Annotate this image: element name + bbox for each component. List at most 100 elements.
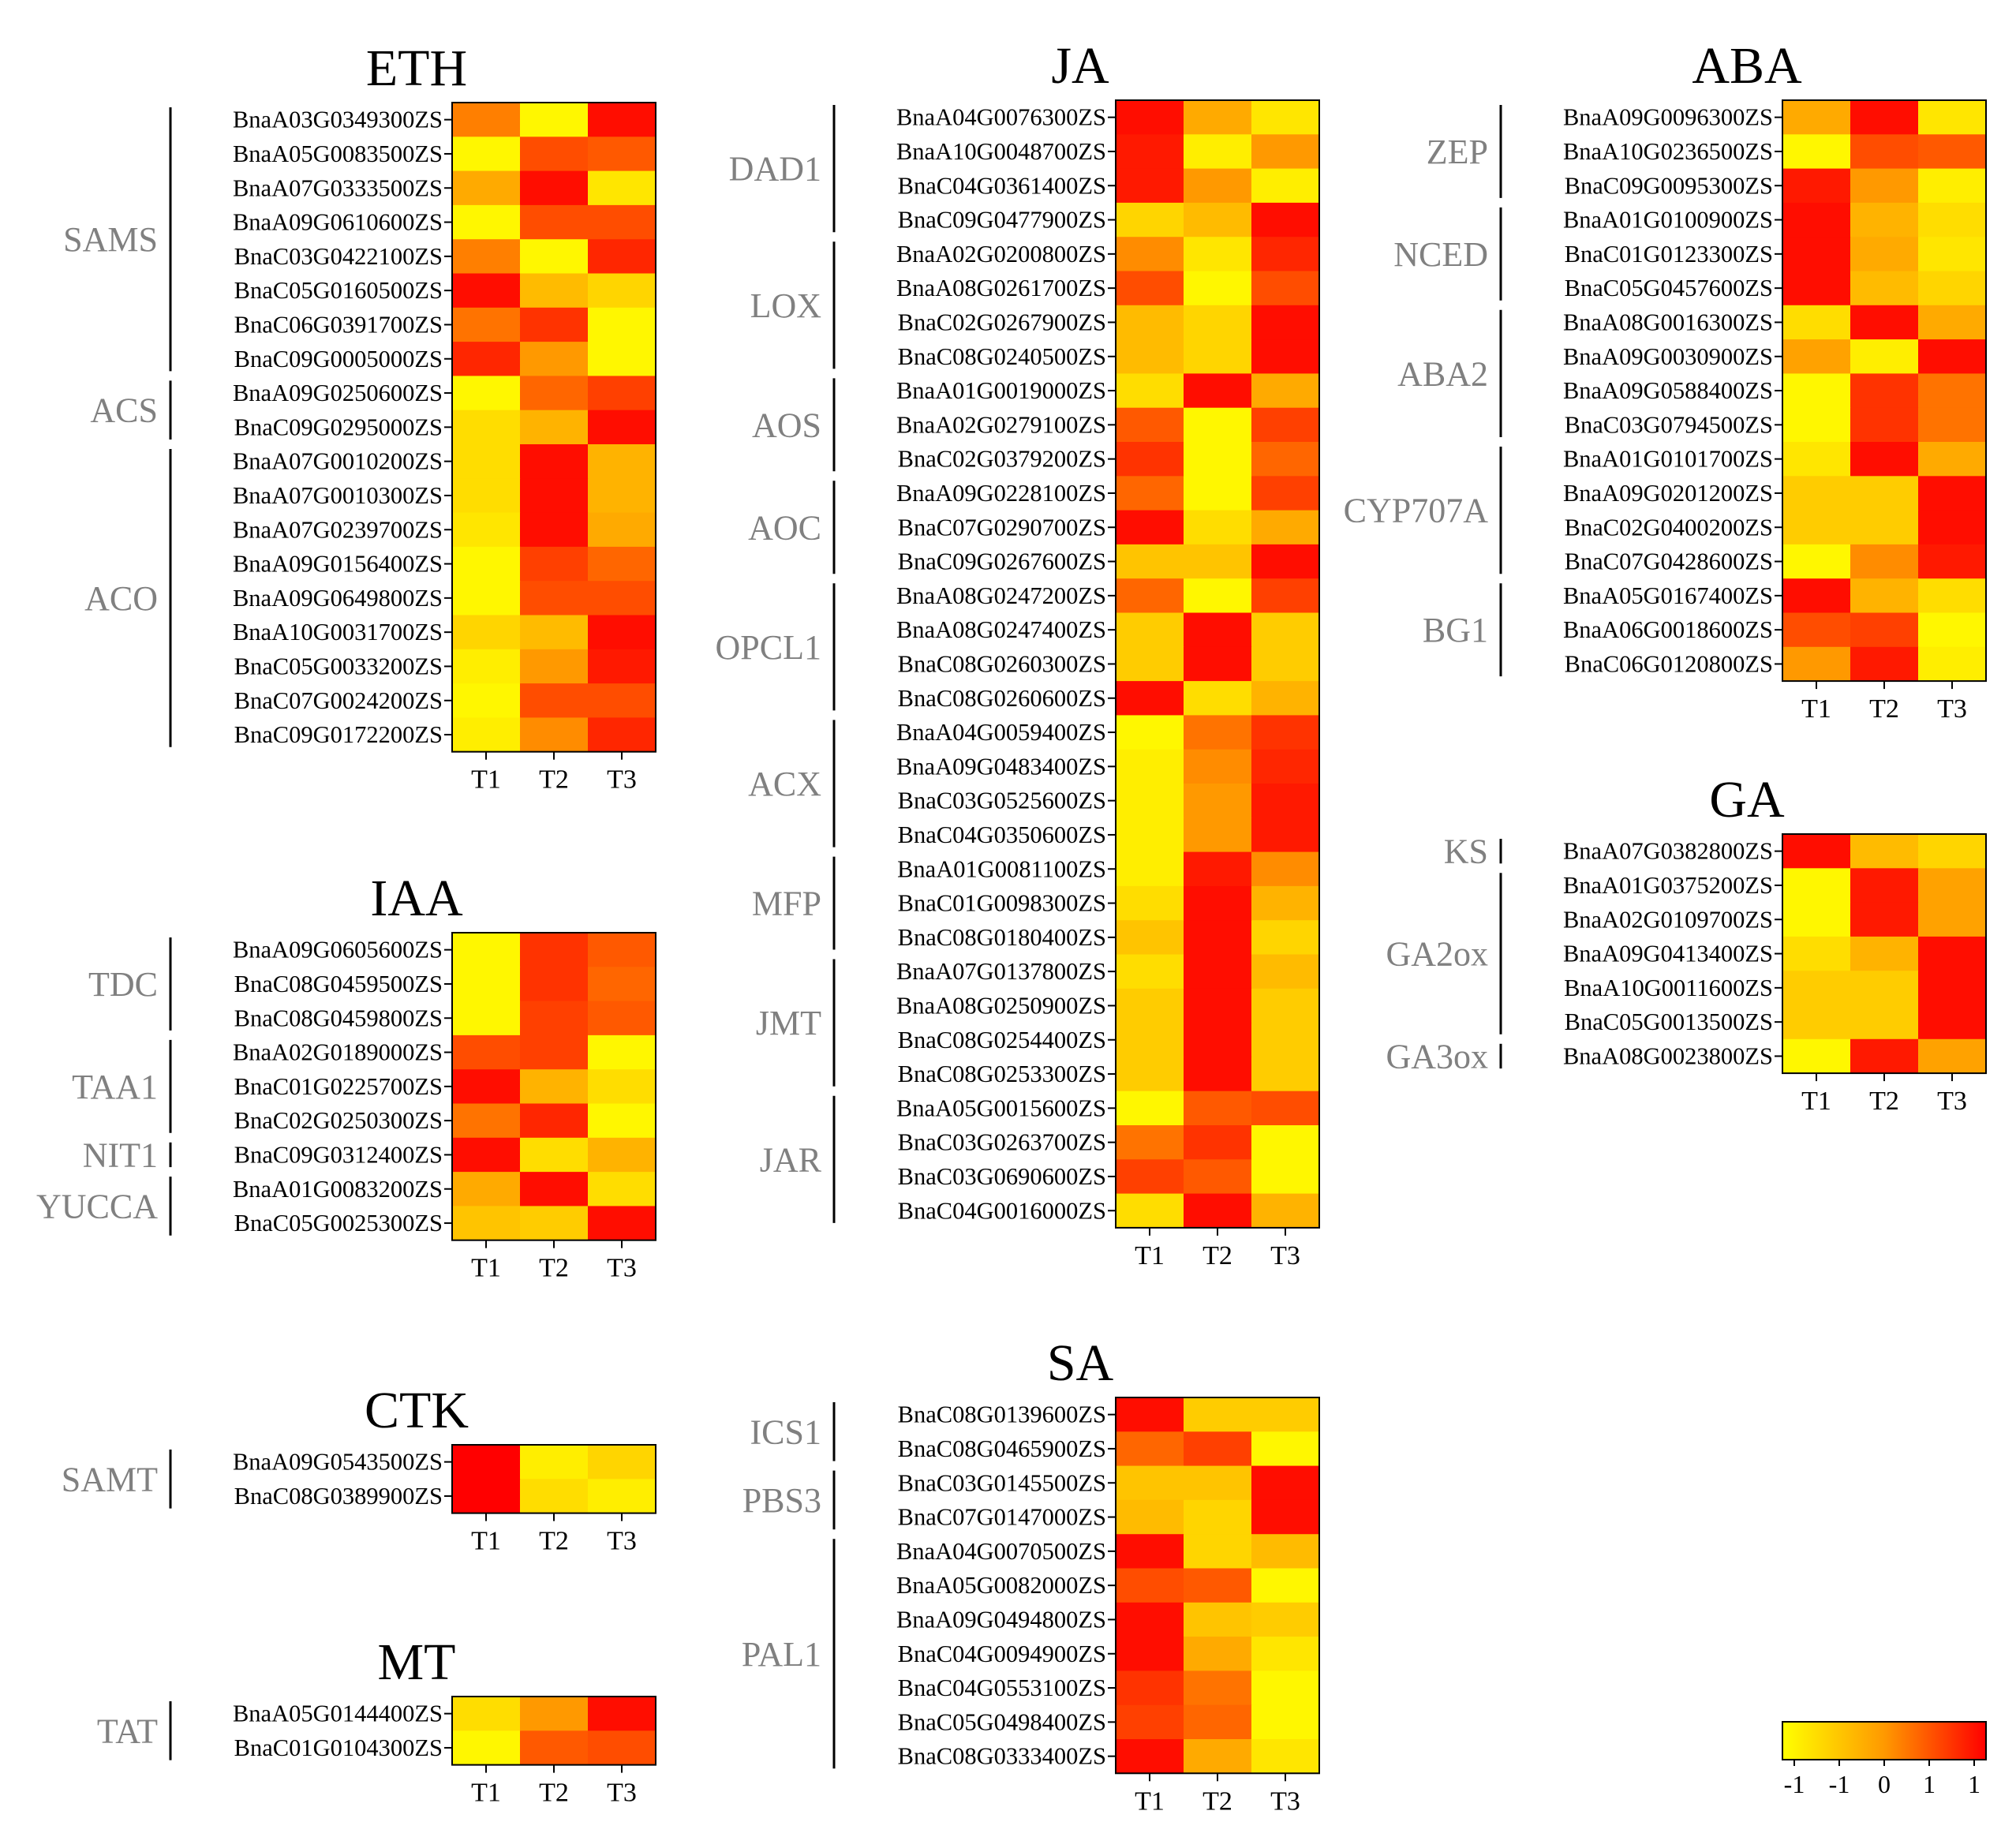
gene-label: BnaC05G0498400ZS (898, 1708, 1106, 1735)
heatmap-cell (452, 1697, 521, 1731)
heatmap-cell (1251, 544, 1320, 579)
heatmap-cell (1850, 407, 1919, 443)
heatmap-cell (1184, 1193, 1252, 1229)
gene-label: BnaA08G0023800ZS (1563, 1042, 1773, 1069)
gene-family-label: JMT (756, 1004, 821, 1042)
gene-label: BnaC05G0013500ZS (1565, 1008, 1773, 1035)
heatmap-cell (520, 103, 589, 137)
heatmap-cell (1850, 305, 1919, 340)
gene-label: BnaC01G0098300ZS (898, 890, 1106, 917)
heatmap-cell (1850, 646, 1919, 682)
heatmap-cell (1184, 954, 1252, 990)
heatmap-cell (520, 376, 589, 411)
heatmap-cell (1251, 1431, 1320, 1467)
gene-label: BnaA07G0137800ZS (896, 958, 1106, 985)
gene-label: BnaC05G0160500ZS (234, 277, 443, 304)
heatmap-cell (1184, 851, 1252, 887)
heatmap-cell (1184, 1159, 1252, 1195)
heatmap-cell (1850, 373, 1919, 409)
heatmap-cell (588, 307, 656, 342)
heatmap-cell (1918, 868, 1987, 904)
heatmap-panels: ETH BnaA03G0349300ZS BnaA05G0083500ZS BnaA0… (36, 37, 1987, 1816)
panel-title: ETH (366, 39, 467, 97)
heatmap-cell (588, 615, 656, 650)
gene-label: BnaA02G0109700ZS (1563, 906, 1773, 933)
gene-label: BnaA06G0018600ZS (1563, 616, 1773, 643)
column-label: T1 (471, 765, 501, 795)
heatmap-cell (1251, 1739, 1320, 1774)
column-label: T1 (471, 1779, 501, 1808)
gene-label: BnaA04G0059400ZS (896, 719, 1106, 746)
heatmap-cell (1116, 1431, 1184, 1467)
legend-tick-label: 1 (1923, 1770, 1936, 1798)
heatmap-cell (1116, 954, 1184, 990)
heatmap-cell (1184, 168, 1252, 204)
heatmap-cell (1251, 1193, 1320, 1229)
heatmap-cell (588, 1001, 656, 1036)
heatmap-cell (1184, 612, 1252, 648)
heatmap-cell (520, 546, 589, 582)
heatmap-cell (1116, 305, 1184, 340)
panel-aba: ABA BnaA09G0096300ZS BnaA10G0236500ZS BnaC0… (1344, 37, 1987, 724)
heatmap-cell (520, 1172, 589, 1207)
heatmap-cell (1782, 100, 1851, 135)
gene-family-label: ACX (748, 765, 821, 803)
heatmap-cell (1184, 1534, 1252, 1569)
gene-label: BnaC09G0477900ZS (898, 207, 1106, 234)
column-label: T3 (607, 1779, 637, 1808)
heatmap-cell (452, 103, 521, 137)
heatmap-cell (520, 307, 589, 342)
heatmap-cell (1184, 339, 1252, 374)
heatmap-cell (588, 1479, 656, 1514)
heatmap-cell (588, 342, 656, 376)
heatmap-cell (1251, 168, 1320, 204)
heatmap-cell (1251, 784, 1320, 818)
heatmap-cell (1184, 578, 1252, 614)
heatmap-cell (1782, 442, 1851, 477)
gene-label: BnaC08G0459800ZS (234, 1005, 443, 1031)
heatmap-cell (1116, 1739, 1184, 1774)
heatmap-cell (1116, 1159, 1184, 1195)
heatmap-cell (1251, 646, 1320, 682)
gene-label: BnaC09G0267600ZS (898, 548, 1106, 575)
gene-family-label: JAR (760, 1140, 822, 1179)
heatmap-cell (1782, 544, 1851, 579)
gene-label: BnaC08G0253300ZS (898, 1061, 1106, 1087)
heatmap-cell (1116, 476, 1184, 511)
heatmap-cell (1184, 1431, 1252, 1467)
heatmap-cell (1782, 510, 1851, 545)
panel-ga: GA BnaA07G0382800ZS KS BnaA01G0375200ZS BnaA… (1386, 771, 1987, 1116)
heatmap-cell (588, 1137, 656, 1173)
heatmap-cell (1251, 510, 1320, 545)
heatmap-cell (1782, 834, 1851, 869)
gene-label: BnaA10G0011600ZS (1564, 975, 1773, 1001)
gene-family-label: ACO (84, 579, 158, 618)
gene-label: BnaA01G0081100ZS (897, 855, 1106, 882)
gene-label: BnaA07G0010200ZS (233, 448, 443, 475)
heatmap-cell (452, 444, 521, 479)
panel-iaa: IAA BnaA09G0605600ZS BnaC08G0459500ZS BnaC0… (36, 870, 656, 1283)
gene-label: BnaA01G0100900ZS (1563, 207, 1773, 234)
heatmap-cell (588, 546, 656, 582)
gene-label: BnaA09G0156400ZS (233, 551, 443, 578)
panel-title: SA (1047, 1334, 1114, 1392)
heatmap-cell (1116, 646, 1184, 682)
heatmap-cell (1184, 1739, 1252, 1774)
gene-label: BnaA01G0019000ZS (896, 377, 1106, 404)
heatmap-cell (1251, 715, 1320, 750)
heatmap-cell (1184, 1499, 1252, 1535)
heatmap-cell (1116, 202, 1184, 238)
gene-label: BnaA09G0649800ZS (233, 585, 443, 612)
heatmap-cell (1251, 202, 1320, 238)
heatmap-cell (1850, 578, 1919, 614)
gene-label: BnaC02G0250300ZS (234, 1107, 443, 1134)
heatmap-cell (588, 512, 656, 548)
heatmap-cell (1918, 134, 1987, 170)
heatmap-cell (1782, 936, 1851, 971)
column-label: T1 (1801, 694, 1831, 724)
heatmap-cell (1251, 100, 1320, 135)
heatmap-cell (1251, 1568, 1320, 1603)
heatmap-cell (1251, 817, 1320, 853)
heatmap-cell (1116, 681, 1184, 716)
heatmap-cell (1116, 373, 1184, 409)
